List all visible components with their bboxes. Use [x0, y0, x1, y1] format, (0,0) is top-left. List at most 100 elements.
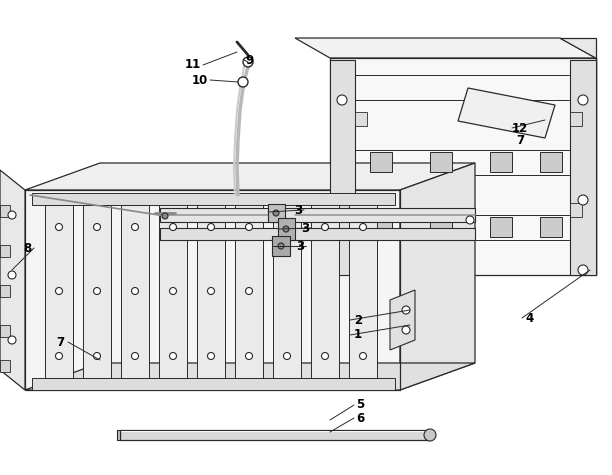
Polygon shape [278, 218, 295, 240]
Polygon shape [45, 205, 73, 378]
Circle shape [578, 265, 588, 275]
Circle shape [245, 287, 253, 294]
Circle shape [245, 224, 253, 230]
Polygon shape [355, 203, 367, 217]
Polygon shape [120, 430, 430, 440]
Polygon shape [430, 217, 452, 237]
Text: 6: 6 [356, 411, 364, 425]
Circle shape [245, 352, 253, 360]
Circle shape [321, 224, 329, 230]
Circle shape [94, 224, 100, 230]
Circle shape [402, 326, 410, 334]
Polygon shape [570, 60, 596, 275]
Circle shape [238, 77, 248, 87]
Polygon shape [349, 205, 377, 378]
Polygon shape [540, 152, 562, 172]
Circle shape [359, 224, 367, 230]
Circle shape [170, 287, 176, 294]
Circle shape [283, 352, 291, 360]
Text: 9: 9 [246, 54, 254, 67]
Circle shape [8, 211, 16, 219]
Circle shape [94, 287, 100, 294]
Circle shape [207, 287, 214, 294]
Text: 7: 7 [516, 133, 524, 146]
Polygon shape [25, 363, 475, 390]
Circle shape [466, 216, 474, 224]
Circle shape [283, 224, 291, 230]
Circle shape [162, 213, 168, 219]
Circle shape [283, 226, 289, 232]
Circle shape [132, 224, 138, 230]
Circle shape [402, 306, 410, 314]
Circle shape [94, 352, 100, 360]
Text: 8: 8 [23, 241, 31, 255]
Text: 5: 5 [356, 399, 364, 411]
Text: 3: 3 [301, 221, 309, 235]
Text: 10: 10 [192, 74, 208, 86]
Polygon shape [390, 290, 415, 350]
Polygon shape [0, 170, 25, 390]
Polygon shape [117, 430, 120, 440]
Polygon shape [272, 236, 290, 256]
Circle shape [321, 352, 329, 360]
Circle shape [278, 243, 284, 249]
Text: 3: 3 [294, 203, 302, 217]
Circle shape [56, 287, 62, 294]
Circle shape [337, 95, 347, 105]
Circle shape [132, 352, 138, 360]
Polygon shape [540, 217, 562, 237]
Polygon shape [560, 38, 596, 275]
Polygon shape [330, 58, 596, 275]
Text: 2: 2 [354, 314, 362, 326]
Circle shape [8, 271, 16, 279]
Circle shape [8, 336, 16, 344]
Circle shape [424, 429, 436, 441]
Circle shape [243, 57, 253, 67]
Polygon shape [32, 378, 395, 390]
Polygon shape [330, 60, 355, 275]
Circle shape [207, 224, 214, 230]
Circle shape [578, 95, 588, 105]
Polygon shape [235, 205, 263, 378]
Circle shape [170, 224, 176, 230]
Polygon shape [32, 193, 395, 205]
Polygon shape [25, 163, 475, 190]
Polygon shape [370, 217, 392, 237]
Polygon shape [400, 163, 475, 390]
Circle shape [170, 352, 176, 360]
Circle shape [56, 224, 62, 230]
Circle shape [359, 352, 367, 360]
Polygon shape [0, 325, 10, 337]
Polygon shape [268, 204, 285, 222]
Polygon shape [0, 245, 10, 257]
Polygon shape [197, 205, 225, 378]
Polygon shape [311, 205, 339, 378]
Polygon shape [430, 152, 452, 172]
Polygon shape [273, 205, 301, 378]
Polygon shape [121, 205, 149, 378]
Polygon shape [490, 152, 512, 172]
Polygon shape [83, 205, 111, 378]
Text: 7: 7 [56, 335, 64, 349]
Circle shape [207, 352, 214, 360]
Polygon shape [570, 112, 582, 126]
Polygon shape [0, 360, 10, 372]
Polygon shape [570, 203, 582, 217]
Polygon shape [0, 205, 10, 217]
Circle shape [132, 287, 138, 294]
Text: 3: 3 [296, 239, 304, 253]
Polygon shape [160, 228, 475, 240]
Text: 12: 12 [512, 122, 528, 134]
Text: 4: 4 [526, 312, 534, 324]
Polygon shape [458, 88, 555, 138]
Polygon shape [490, 217, 512, 237]
Polygon shape [160, 208, 475, 222]
Polygon shape [370, 152, 392, 172]
Text: 1: 1 [354, 329, 362, 342]
Polygon shape [159, 205, 187, 378]
Polygon shape [25, 190, 400, 390]
Circle shape [337, 195, 347, 205]
Circle shape [56, 352, 62, 360]
Polygon shape [295, 38, 596, 58]
Text: 11: 11 [185, 58, 201, 72]
